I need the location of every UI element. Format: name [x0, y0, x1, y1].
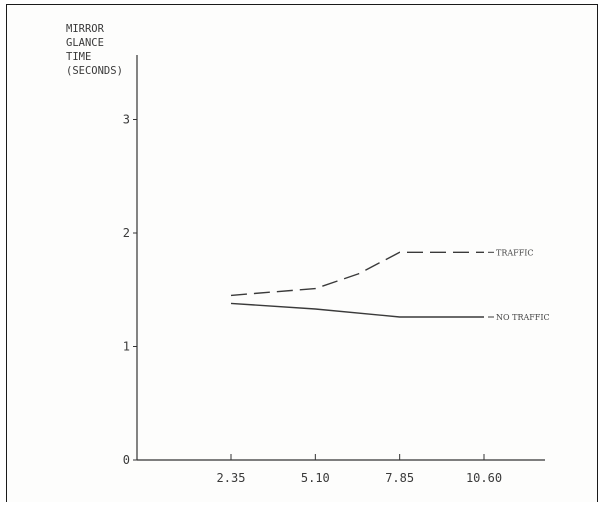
series-label-traffic: TRAFFIC [496, 248, 534, 257]
scanned-page [6, 4, 598, 502]
y-axis-title-line: MIRROR [66, 23, 105, 35]
y-tick-label: 1 [123, 340, 130, 354]
y-axis-title-line: TIME [66, 51, 91, 63]
y-axis-title-line: GLANCE [66, 37, 104, 49]
series-line-no-traffic [230, 302, 484, 318]
x-axis-ticks: 2.35 5.10 7.85 10.60 [217, 454, 502, 485]
y-tick-label: 3 [123, 113, 130, 127]
y-axis-title-line: (SECONDS) [66, 65, 123, 77]
x-tick-label: 10.60 [466, 471, 502, 485]
series-lines [230, 251, 484, 318]
y-tick-label: 2 [123, 226, 130, 240]
x-tick-label: 2.35 [217, 471, 246, 485]
series-labels: TRAFFIC NO TRAFFIC [488, 248, 550, 322]
y-axis-title: MIRROR GLANCE TIME (SECONDS) [66, 23, 123, 77]
x-tick-label: 5.10 [301, 471, 330, 485]
y-tick-label: 0 [123, 453, 130, 467]
y-axis-ticks: 0 1 2 3 [123, 113, 137, 467]
series-line-traffic [230, 251, 484, 297]
x-tick-label: 7.85 [385, 471, 414, 485]
series-label-no-traffic: NO TRAFFIC [496, 313, 550, 322]
